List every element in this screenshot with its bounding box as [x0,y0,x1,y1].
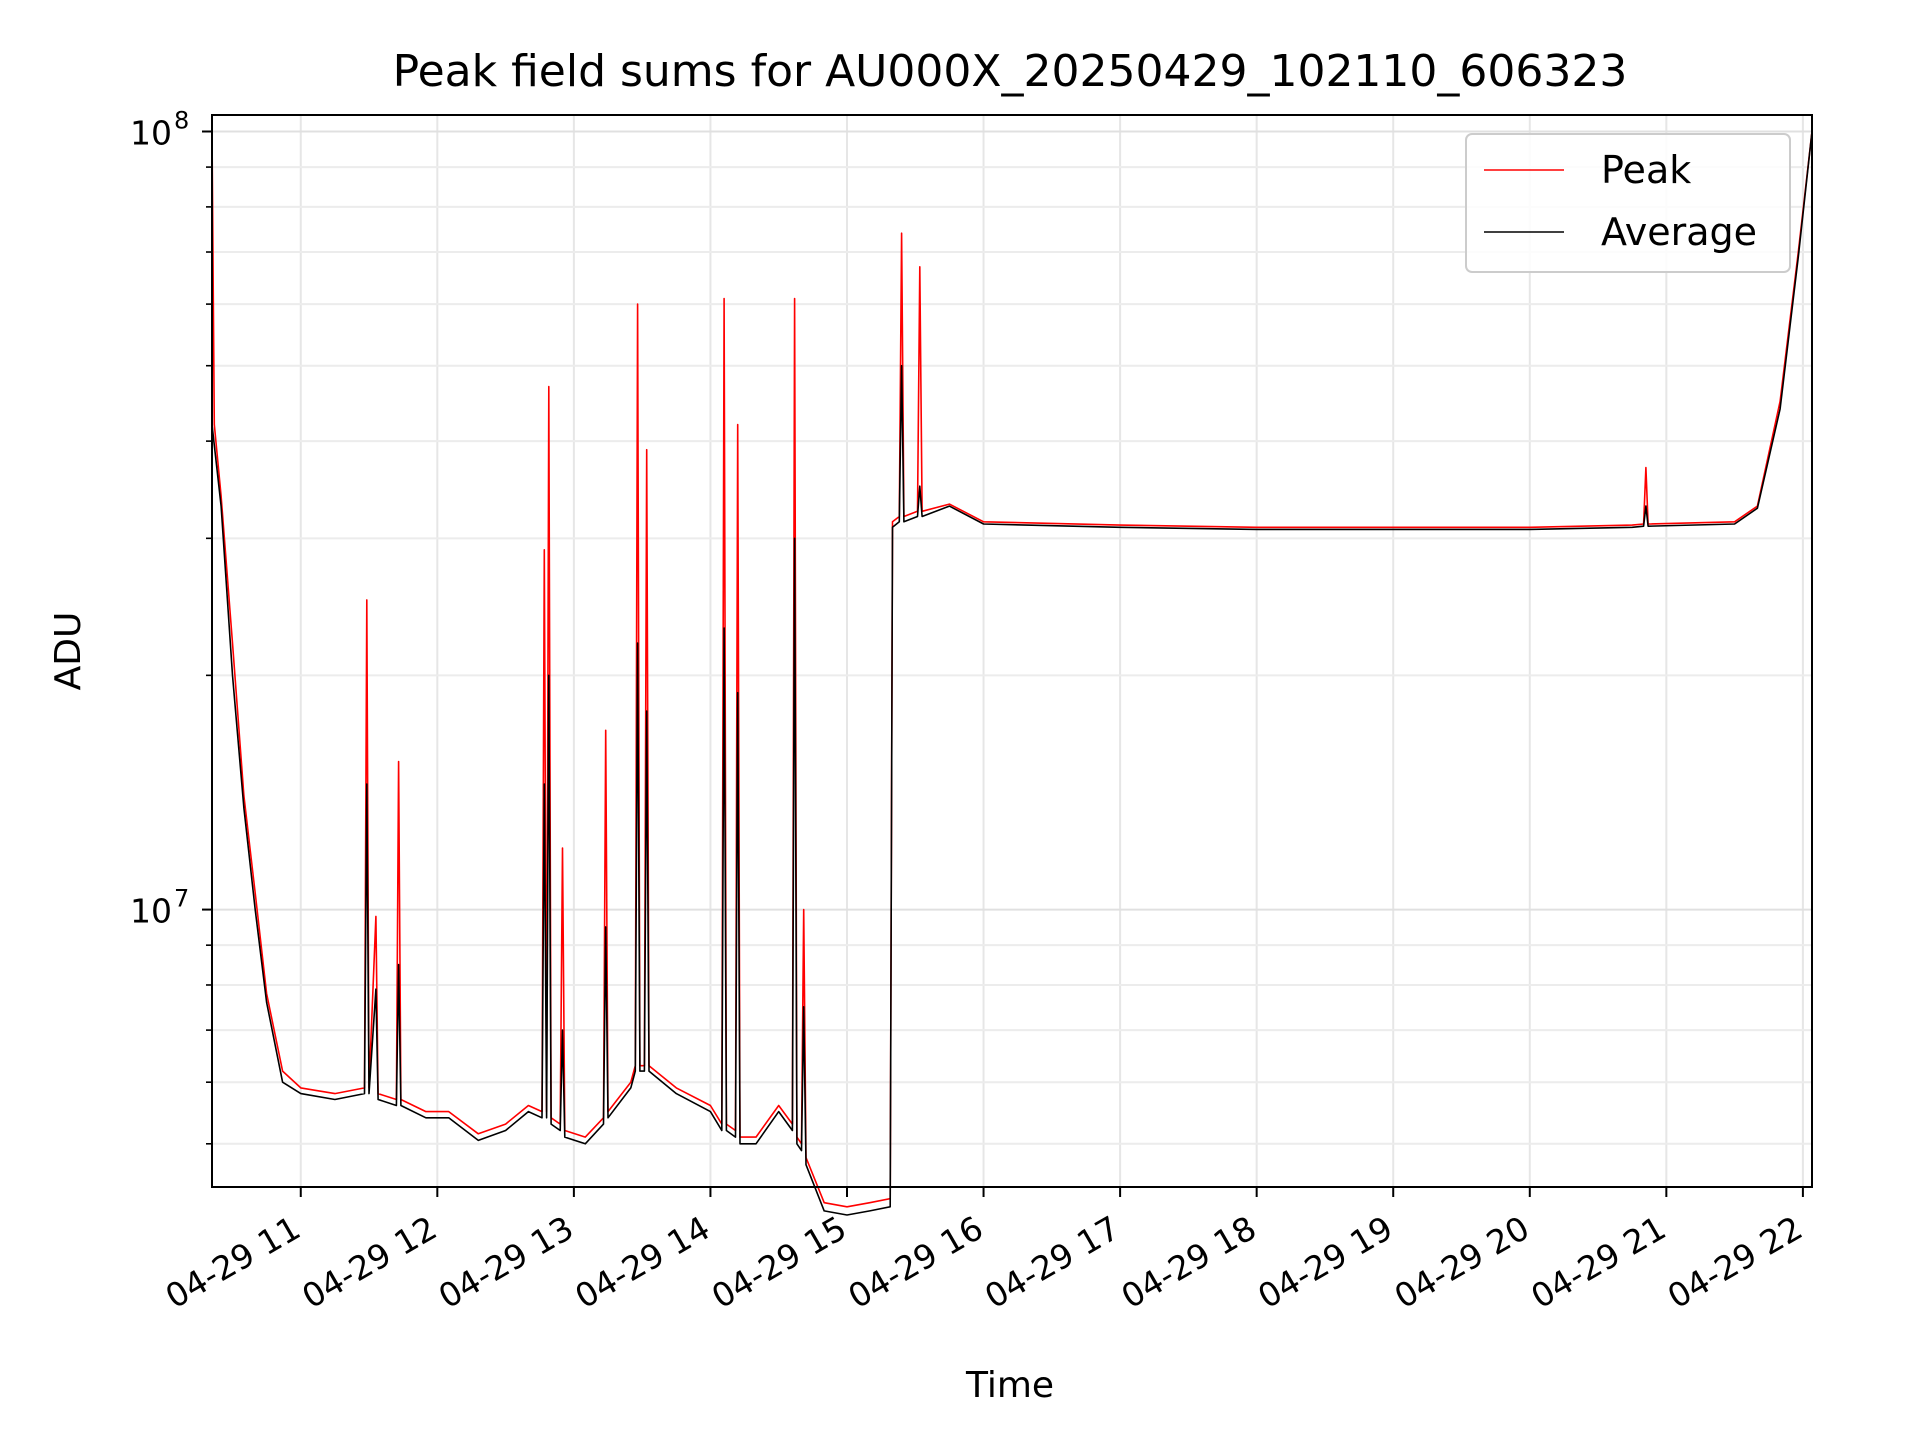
y-axis-label: ADU [48,612,89,691]
legend-label-peak: Peak [1601,148,1691,192]
y-tick-label: 10 [130,892,172,931]
plot-frame [211,114,1813,1188]
series-line-average [211,131,1813,1216]
plot-area [212,115,1812,1187]
legend-box [1465,133,1791,273]
chart-title: Peak field sums for AU000X_20250429_1021… [393,46,1628,97]
legend: Peak Average [1465,133,1791,273]
legend-label-average: Average [1601,210,1757,254]
x-axis-label: Time [965,1365,1054,1406]
y-tick-exponent: 7 [174,885,189,913]
series-layer [211,131,1813,1216]
y-tick-label: 10 [130,113,172,152]
y-tick-exponent: 8 [174,106,189,134]
grid [212,115,1812,1187]
